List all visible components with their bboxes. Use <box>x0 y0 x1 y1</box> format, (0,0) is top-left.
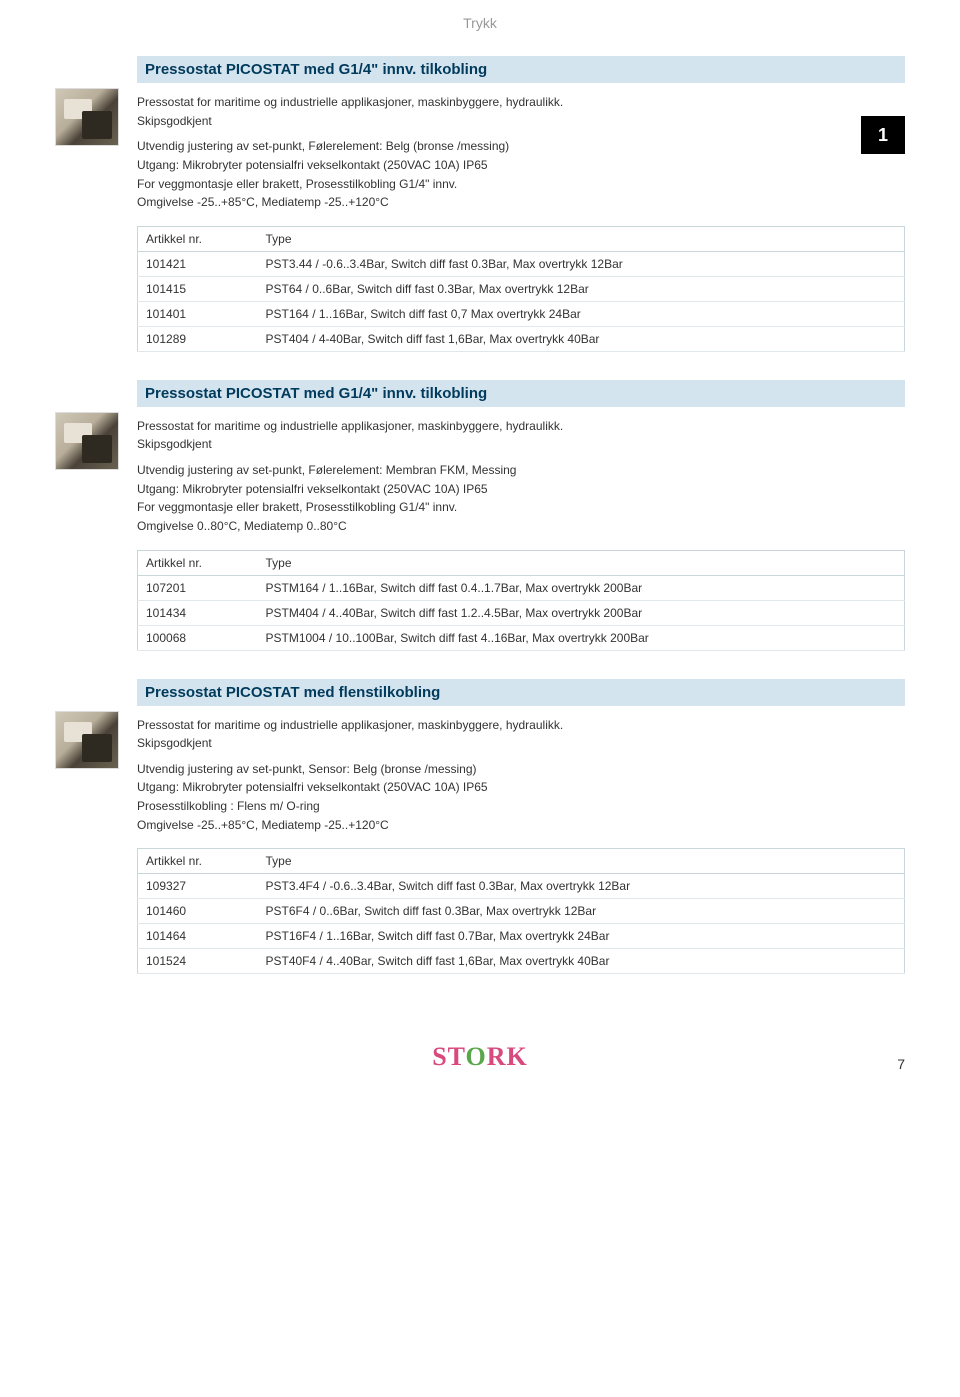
table-row: 101464PST16F4 / 1..16Bar, Switch diff fa… <box>138 924 905 949</box>
page-category-header: Trykk <box>0 0 960 56</box>
product-table: Artikkel nr.Type109327PST3.4F4 / -0.6..3… <box>137 848 905 974</box>
description-line: Skipsgodkjent <box>137 112 905 131</box>
product-body: Pressostat PICOSTAT med G1/4" innv. tilk… <box>137 56 905 352</box>
cell-type: PST404 / 4-40Bar, Switch diff fast 1,6Ba… <box>258 326 905 351</box>
table-header-row: Artikkel nr.Type <box>138 550 905 575</box>
col-header-type: Type <box>258 849 905 874</box>
product-table: Artikkel nr.Type101421PST3.44 / -0.6..3.… <box>137 226 905 352</box>
product-description: Pressostat for maritime og industrielle … <box>137 417 905 536</box>
chapter-tab: 1 <box>861 116 905 154</box>
product-section: Pressostat PICOSTAT med G1/4" innv. tilk… <box>55 56 905 352</box>
table-row: 100068PSTM1004 / 10..100Bar, Switch diff… <box>138 625 905 650</box>
table-row: 101289PST404 / 4-40Bar, Switch diff fast… <box>138 326 905 351</box>
stork-logo: STORK <box>432 1042 528 1071</box>
description-line: Utgang: Mikrobryter potensialfri vekselk… <box>137 156 905 175</box>
page-category-text: Trykk <box>463 15 497 31</box>
description-line <box>137 753 905 760</box>
description-line: Utvendig justering av set-punkt, Følerel… <box>137 137 905 156</box>
table-row: 101415PST64 / 0..6Bar, Switch diff fast … <box>138 276 905 301</box>
description-line: Pressostat for maritime og industrielle … <box>137 716 905 735</box>
cell-type: PST64 / 0..6Bar, Switch diff fast 0.3Bar… <box>258 276 905 301</box>
col-header-type: Type <box>258 226 905 251</box>
description-line: Pressostat for maritime og industrielle … <box>137 417 905 436</box>
cell-artnr: 109327 <box>138 874 258 899</box>
col-header-artnr: Artikkel nr. <box>138 226 258 251</box>
product-body: Pressostat PICOSTAT med G1/4" innv. tilk… <box>137 380 905 651</box>
table-row: 101434PSTM404 / 4..40Bar, Switch diff fa… <box>138 600 905 625</box>
table-header-row: Artikkel nr.Type <box>138 849 905 874</box>
col-header-type: Type <box>258 550 905 575</box>
chapter-number: 1 <box>878 125 888 146</box>
cell-type: PSTM404 / 4..40Bar, Switch diff fast 1.2… <box>258 600 905 625</box>
footer-logo: STORK <box>338 1042 621 1072</box>
product-description: Pressostat for maritime og industrielle … <box>137 716 905 835</box>
cell-type: PST3.4F4 / -0.6..3.4Bar, Switch diff fas… <box>258 874 905 899</box>
product-body: Pressostat PICOSTAT med flenstilkobling P… <box>137 679 905 975</box>
cell-artnr: 101464 <box>138 924 258 949</box>
product-table: Artikkel nr.Type107201PSTM164 / 1..16Bar… <box>137 550 905 651</box>
cell-artnr: 101401 <box>138 301 258 326</box>
cell-type: PST16F4 / 1..16Bar, Switch diff fast 0.7… <box>258 924 905 949</box>
description-line: For veggmontasje eller brakett, Prosesst… <box>137 498 905 517</box>
cell-artnr: 101421 <box>138 251 258 276</box>
description-line: Omgivelse -25..+85°C, Mediatemp -25..+12… <box>137 193 905 212</box>
cell-type: PST6F4 / 0..6Bar, Switch diff fast 0.3Ba… <box>258 899 905 924</box>
product-title: Pressostat PICOSTAT med G1/4" innv. tilk… <box>137 380 905 407</box>
cell-type: PST3.44 / -0.6..3.4Bar, Switch diff fast… <box>258 251 905 276</box>
table-row: 101401PST164 / 1..16Bar, Switch diff fas… <box>138 301 905 326</box>
description-line: Utgang: Mikrobryter potensialfri vekselk… <box>137 480 905 499</box>
description-line: Skipsgodkjent <box>137 435 905 454</box>
col-header-artnr: Artikkel nr. <box>138 550 258 575</box>
description-line: For veggmontasje eller brakett, Prosesst… <box>137 175 905 194</box>
description-line <box>137 130 905 137</box>
description-line: Omgivelse -25..+85°C, Mediatemp -25..+12… <box>137 816 905 835</box>
product-image <box>55 88 119 146</box>
cell-artnr: 107201 <box>138 575 258 600</box>
product-image <box>55 412 119 470</box>
description-line: Utvendig justering av set-punkt, Sensor:… <box>137 760 905 779</box>
cell-artnr: 101434 <box>138 600 258 625</box>
description-line: Utvendig justering av set-punkt, Følerel… <box>137 461 905 480</box>
cell-artnr: 101415 <box>138 276 258 301</box>
cell-artnr: 100068 <box>138 625 258 650</box>
page-number: 7 <box>897 1056 905 1072</box>
col-header-artnr: Artikkel nr. <box>138 849 258 874</box>
product-description: Pressostat for maritime og industrielle … <box>137 93 905 212</box>
cell-artnr: 101460 <box>138 899 258 924</box>
cell-type: PSTM1004 / 10..100Bar, Switch diff fast … <box>258 625 905 650</box>
description-line: Utgang: Mikrobryter potensialfri vekselk… <box>137 778 905 797</box>
cell-type: PSTM164 / 1..16Bar, Switch diff fast 0.4… <box>258 575 905 600</box>
product-section: Pressostat PICOSTAT med G1/4" innv. tilk… <box>55 380 905 651</box>
page-footer: STORK 7 <box>0 1002 960 1097</box>
table-row: 101421PST3.44 / -0.6..3.4Bar, Switch dif… <box>138 251 905 276</box>
product-image <box>55 711 119 769</box>
page-content: 1 Pressostat PICOSTAT med G1/4" innv. ti… <box>0 56 960 974</box>
table-row: 101524PST40F4 / 4..40Bar, Switch diff fa… <box>138 949 905 974</box>
cell-type: PST40F4 / 4..40Bar, Switch diff fast 1,6… <box>258 949 905 974</box>
table-header-row: Artikkel nr.Type <box>138 226 905 251</box>
product-section: Pressostat PICOSTAT med flenstilkobling P… <box>55 679 905 975</box>
description-line: Prosesstilkobling : Flens m/ O-ring <box>137 797 905 816</box>
cell-artnr: 101524 <box>138 949 258 974</box>
product-title: Pressostat PICOSTAT med flenstilkobling <box>137 679 905 706</box>
cell-artnr: 101289 <box>138 326 258 351</box>
table-row: 107201PSTM164 / 1..16Bar, Switch diff fa… <box>138 575 905 600</box>
description-line: Pressostat for maritime og industrielle … <box>137 93 905 112</box>
cell-type: PST164 / 1..16Bar, Switch diff fast 0,7 … <box>258 301 905 326</box>
table-row: 109327PST3.4F4 / -0.6..3.4Bar, Switch di… <box>138 874 905 899</box>
footer-pagenum: 7 <box>622 1056 905 1072</box>
description-line: Omgivelse 0..80°C, Mediatemp 0..80°C <box>137 517 905 536</box>
description-line <box>137 454 905 461</box>
description-line: Skipsgodkjent <box>137 734 905 753</box>
table-row: 101460PST6F4 / 0..6Bar, Switch diff fast… <box>138 899 905 924</box>
product-title: Pressostat PICOSTAT med G1/4" innv. tilk… <box>137 56 905 83</box>
